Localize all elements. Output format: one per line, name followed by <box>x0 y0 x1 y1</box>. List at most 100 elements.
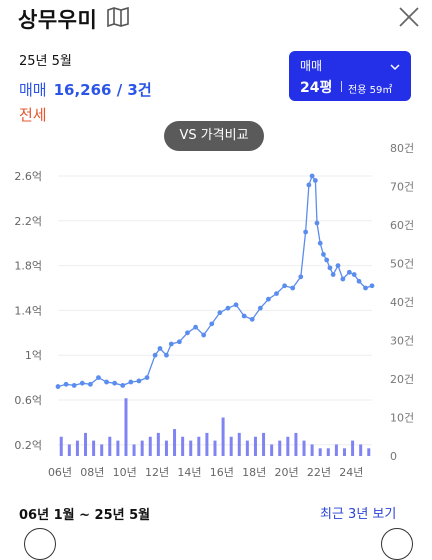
volume-bar <box>342 448 346 456</box>
price-point <box>233 302 239 308</box>
price-point <box>201 332 207 338</box>
price-point <box>217 310 223 316</box>
volume-bar <box>164 440 168 456</box>
y-right-tick-label: 10건 <box>390 412 414 425</box>
volume-bar <box>262 432 266 456</box>
volume-bar <box>237 432 241 456</box>
trade-summary: 매매 16,266 / 3건 <box>19 79 152 100</box>
x-tick-label: 24년 <box>339 466 363 478</box>
price-point <box>356 278 362 284</box>
price-point <box>241 313 247 319</box>
volume-bar <box>132 444 136 456</box>
summary-date: 25년 5월 <box>19 54 72 69</box>
close-icon[interactable] <box>396 4 422 30</box>
price-point <box>290 285 296 291</box>
price-point <box>335 263 341 268</box>
price-point <box>193 324 198 330</box>
y-right-tick-label: 80건 <box>390 142 414 155</box>
x-tick-label: 16년 <box>210 466 234 478</box>
volume-bar <box>253 436 257 456</box>
volume-bar <box>124 398 128 456</box>
map-icon[interactable] <box>107 6 129 28</box>
price-point <box>266 296 271 302</box>
date-range: 06년 1월 ~ 25년 5월 <box>19 508 151 523</box>
price-point <box>225 305 231 311</box>
volume-bar <box>334 444 338 456</box>
volume-bar <box>116 440 120 456</box>
chevron-down-icon <box>389 57 401 71</box>
volume-bar <box>351 440 355 456</box>
volume-bar <box>318 448 322 456</box>
volume-bar <box>245 440 249 456</box>
area-selector[interactable]: 매매 24평 전용 59㎡ <box>289 51 411 101</box>
y-right-tick-label: 70건 <box>390 181 414 194</box>
page-title: 상무우미 <box>18 8 98 32</box>
price-point <box>209 321 215 327</box>
price-point <box>309 173 315 179</box>
volume-bar <box>148 436 152 456</box>
volume-bar <box>189 440 193 456</box>
price-point <box>136 378 142 384</box>
volume-bar <box>302 440 306 456</box>
volume-bar <box>205 432 209 456</box>
y-right-tick-label: 20건 <box>390 373 414 386</box>
volume-bar <box>181 436 185 456</box>
volume-bar <box>92 440 96 456</box>
price-point <box>164 352 169 358</box>
price-point <box>346 269 352 275</box>
trade-value: 16,266 / 3건 <box>53 81 152 99</box>
price-point <box>185 330 190 336</box>
recent-3-years-link[interactable]: 최근 3년 보기 <box>320 507 397 522</box>
selector-divider <box>341 81 342 92</box>
volume-bar <box>84 432 88 456</box>
volume-bar <box>294 432 298 456</box>
price-point <box>144 375 150 380</box>
price-point <box>321 252 326 257</box>
price-point <box>79 380 85 386</box>
y-right-tick-label: 40건 <box>390 296 414 309</box>
y-left-tick-label: 0.2억 <box>14 439 42 452</box>
y-left-tick-label: 0.6억 <box>14 394 42 407</box>
volume-bar <box>173 429 177 456</box>
prev-button[interactable] <box>24 528 56 560</box>
price-point <box>351 272 357 277</box>
y-left-tick-label: 1.8억 <box>14 260 42 273</box>
x-tick-label: 08년 <box>80 466 104 478</box>
y-right-tick-label: 60건 <box>390 219 414 232</box>
volume-bar <box>100 444 104 456</box>
price-point <box>314 220 320 226</box>
price-point <box>306 182 312 188</box>
next-button[interactable] <box>381 528 413 560</box>
x-tick-label: 22년 <box>307 466 331 478</box>
price-point <box>312 178 318 183</box>
x-tick-label: 20년 <box>275 466 299 478</box>
volume-bar <box>310 444 314 456</box>
volume-bar <box>221 417 225 456</box>
compare-button[interactable]: VS 가격비교 <box>164 121 264 151</box>
volume-bar <box>67 444 71 456</box>
price-point <box>152 352 158 358</box>
price-point <box>330 272 336 277</box>
price-point <box>63 381 69 387</box>
price-point <box>71 383 77 388</box>
volume-bar <box>367 448 371 456</box>
volume-bar <box>59 436 63 456</box>
volume-bar <box>278 440 282 456</box>
price-point <box>298 274 304 280</box>
selector-area: 전용 59㎡ <box>348 85 393 96</box>
y-left-tick-label: 2.6억 <box>14 170 42 183</box>
lease-label[interactable]: 전세 <box>19 106 47 124</box>
volume-bar <box>197 436 201 456</box>
y-left-tick-label: 1억 <box>25 349 42 362</box>
price-point <box>274 291 279 296</box>
price-point <box>96 375 101 380</box>
x-tick-label: 14년 <box>177 466 201 478</box>
x-tick-label: 12년 <box>145 466 169 478</box>
price-point <box>282 283 287 289</box>
price-point <box>87 381 93 387</box>
price-point <box>157 346 163 351</box>
x-tick-label: 06년 <box>48 466 72 478</box>
y-right-tick-label: 50건 <box>390 258 414 271</box>
price-point <box>363 285 368 291</box>
price-point <box>55 384 61 389</box>
